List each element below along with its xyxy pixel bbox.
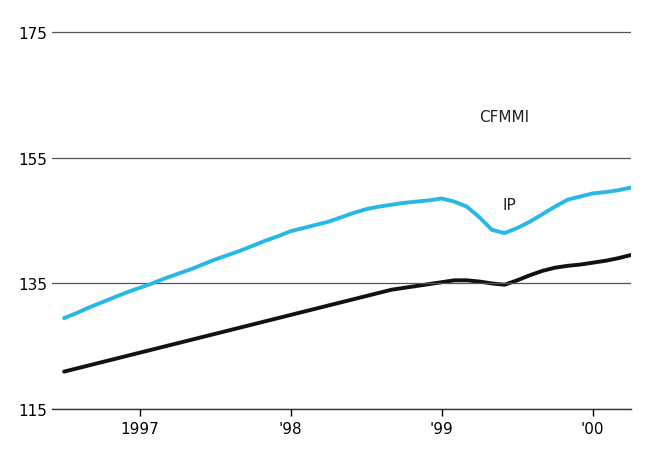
Text: CFMMI: CFMMI [480,110,530,125]
Text: IP: IP [502,198,516,213]
